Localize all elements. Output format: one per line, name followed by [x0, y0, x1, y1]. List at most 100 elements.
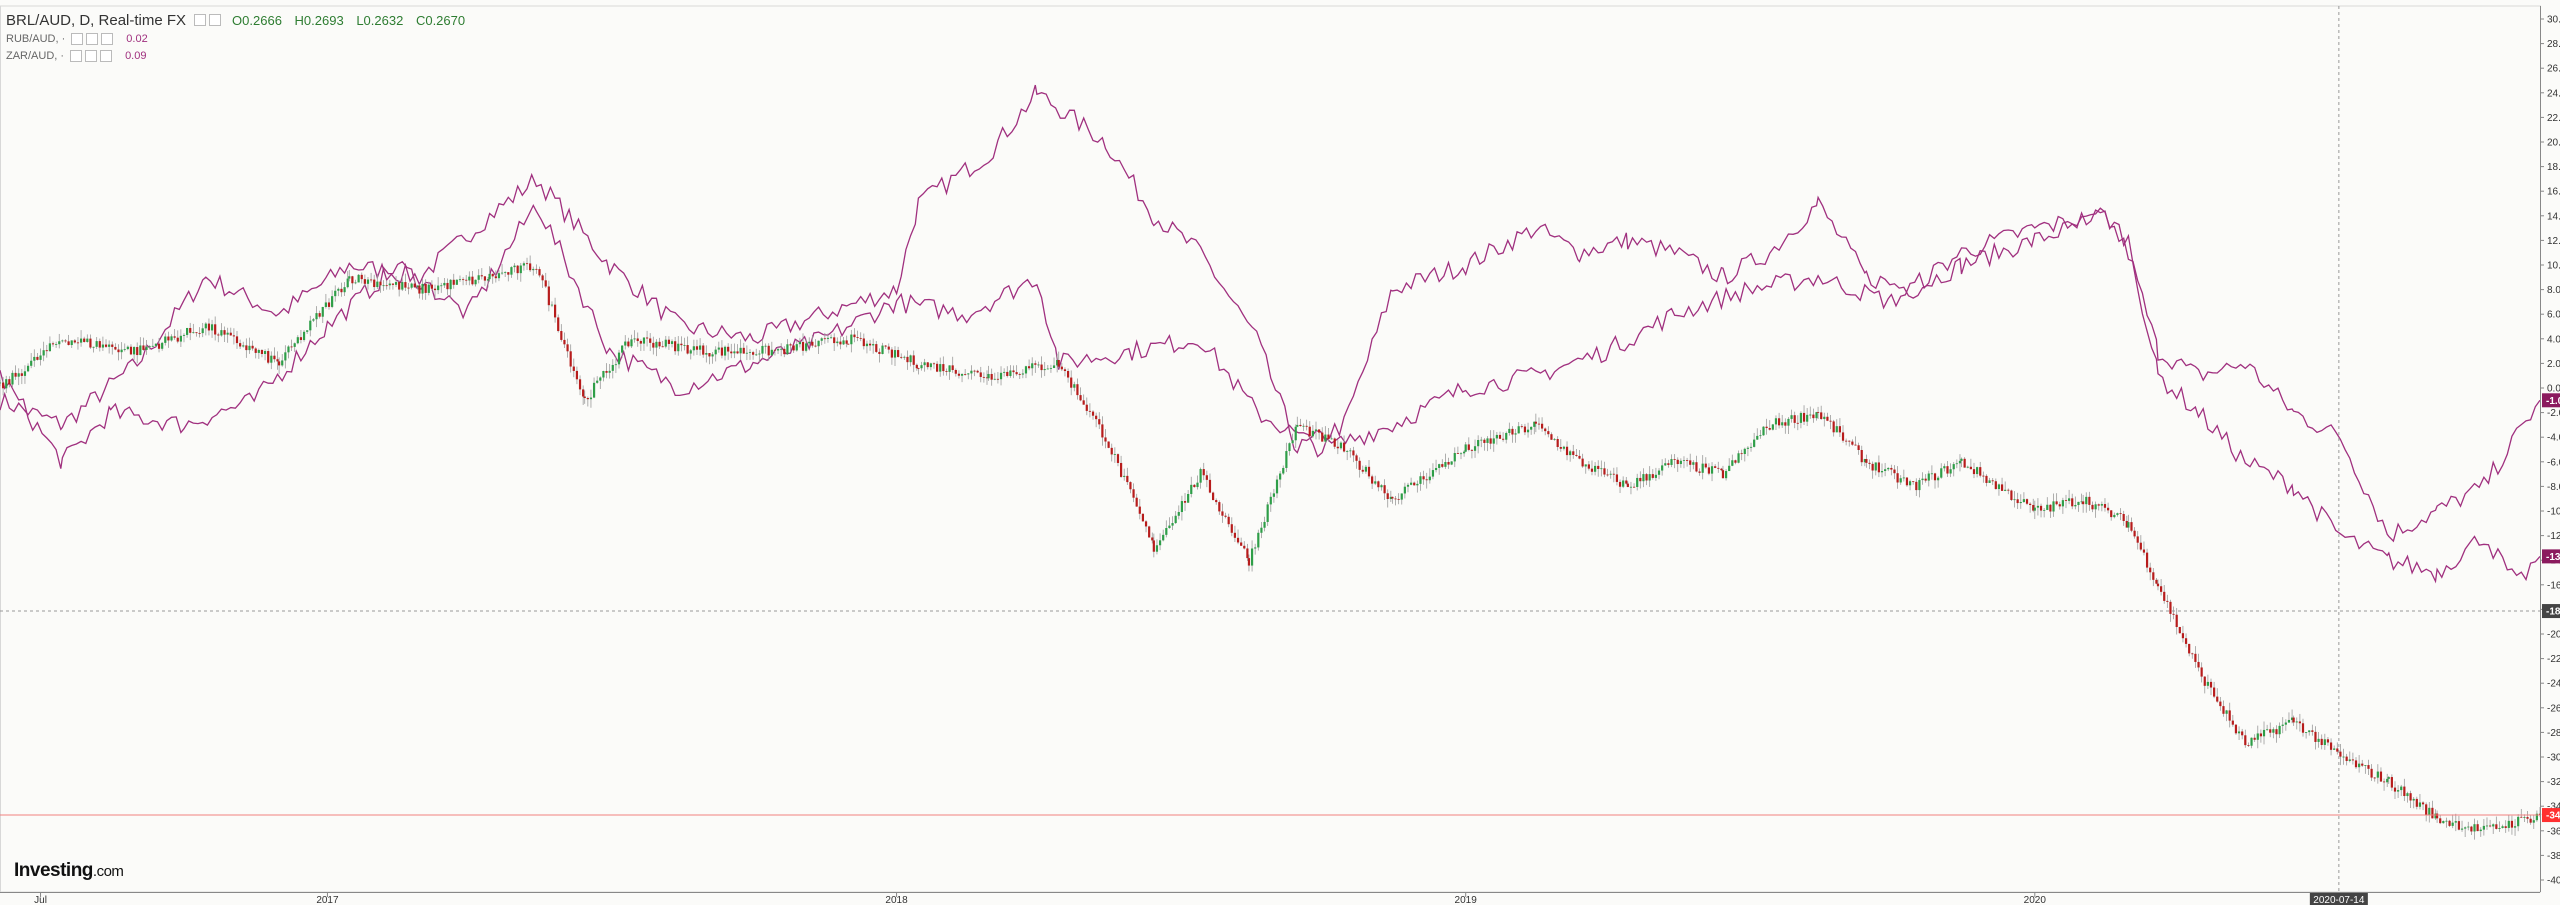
candle-body [1636, 477, 1639, 487]
candle [1211, 491, 1215, 501]
candle [798, 337, 801, 348]
candle [2311, 724, 2314, 736]
candle [2269, 722, 2272, 738]
candle-body [1410, 482, 1413, 485]
candle [1553, 438, 1556, 441]
candle-body [1689, 460, 1692, 465]
candle [1774, 415, 1778, 431]
candle-body [2259, 733, 2262, 737]
close-icon[interactable] [101, 32, 114, 45]
candle [363, 274, 366, 287]
candle [547, 280, 550, 312]
candle-body [2004, 489, 2007, 491]
legend-compare-row[interactable]: ZAR/AUD, · 0.09 [6, 47, 474, 64]
candle [1829, 415, 1832, 430]
candle-body [2049, 504, 2052, 512]
candle [1260, 522, 1263, 539]
hide-icon[interactable] [86, 32, 99, 45]
candle [458, 275, 462, 282]
candle-body [1816, 412, 1820, 413]
hide-icon[interactable] [209, 14, 222, 26]
candle-body [2473, 824, 2476, 832]
candle [2295, 717, 2298, 730]
candle [519, 262, 522, 282]
candle [1756, 428, 1759, 440]
candle-body [519, 265, 522, 274]
candle [2091, 501, 2094, 513]
candle [70, 340, 73, 349]
candle [287, 345, 290, 359]
candle-body [1520, 426, 1523, 428]
candle-body [1714, 466, 1717, 468]
candle [2421, 801, 2425, 811]
candle [642, 337, 646, 351]
candle-body [2253, 737, 2256, 740]
x-axis[interactable]: Jul 2017 2018 2019 2020 [0, 892, 2540, 905]
candle [1294, 424, 1297, 448]
candle-body [126, 346, 129, 350]
candle-body [2329, 742, 2333, 750]
candle [1263, 516, 1266, 532]
candle-body [1787, 418, 1790, 426]
candle [1502, 432, 1505, 442]
candle [1979, 461, 1982, 478]
candle-body [1949, 469, 1952, 474]
candle-body [1979, 467, 1982, 476]
settings-icon[interactable] [194, 14, 207, 26]
candle [1590, 460, 1594, 476]
candle [639, 339, 642, 352]
candle [856, 330, 859, 342]
candle-body [1692, 462, 1695, 465]
candle-body [1247, 558, 1251, 566]
candle-body [471, 276, 474, 285]
candle-body [767, 345, 770, 356]
candle [954, 368, 957, 377]
candle [1771, 423, 1774, 431]
candle-body [1085, 404, 1088, 411]
candle [1632, 483, 1636, 488]
candle [1734, 459, 1737, 465]
y-axis[interactable]: 30.00%28.00%26.00%24.00%22.00%20.00%18.0… [2540, 6, 2560, 892]
legend-compare-row[interactable]: RUB/AUD, · 0.02 [6, 30, 474, 47]
candle [410, 282, 413, 290]
candle-body [1988, 480, 1991, 483]
candle-body [1389, 496, 1392, 499]
x-tick-label: 2017 [316, 895, 339, 905]
candle-body [195, 332, 198, 334]
candle-body [1352, 450, 1355, 456]
candle [148, 345, 151, 350]
legend-main-row[interactable]: BRL/AUD, D, Real-time FX O0.2666 H0.2693… [6, 10, 474, 30]
candle-body [1966, 466, 1969, 468]
settings-icon[interactable] [71, 32, 84, 45]
settings-icon[interactable] [70, 49, 83, 62]
candle-body [1972, 469, 1976, 475]
candle-body [872, 344, 875, 346]
candle-body [967, 373, 970, 375]
candle [1511, 426, 1514, 443]
candle-body [550, 304, 554, 306]
candle [605, 363, 608, 379]
candle [2364, 764, 2367, 774]
candle [2110, 510, 2113, 521]
candle [1333, 437, 1336, 450]
candle-body [369, 279, 373, 281]
candle-body [2403, 786, 2406, 797]
badge-zar-aud-bg [2542, 549, 2560, 564]
candle-body [705, 353, 708, 355]
candle [2517, 814, 2520, 832]
candle [2188, 643, 2191, 657]
candle-body [410, 283, 413, 288]
candle-body [1860, 450, 1863, 463]
hide-icon[interactable] [85, 49, 98, 62]
candle-body [2234, 724, 2238, 734]
candle [1063, 367, 1067, 377]
candle-body [176, 337, 179, 342]
candle-body [1865, 459, 1868, 463]
candle-body [376, 281, 379, 288]
candle-body [45, 350, 48, 352]
candle [2184, 633, 2188, 648]
candle-body [11, 372, 14, 385]
candle-body [602, 370, 605, 378]
close-icon[interactable] [100, 49, 113, 62]
